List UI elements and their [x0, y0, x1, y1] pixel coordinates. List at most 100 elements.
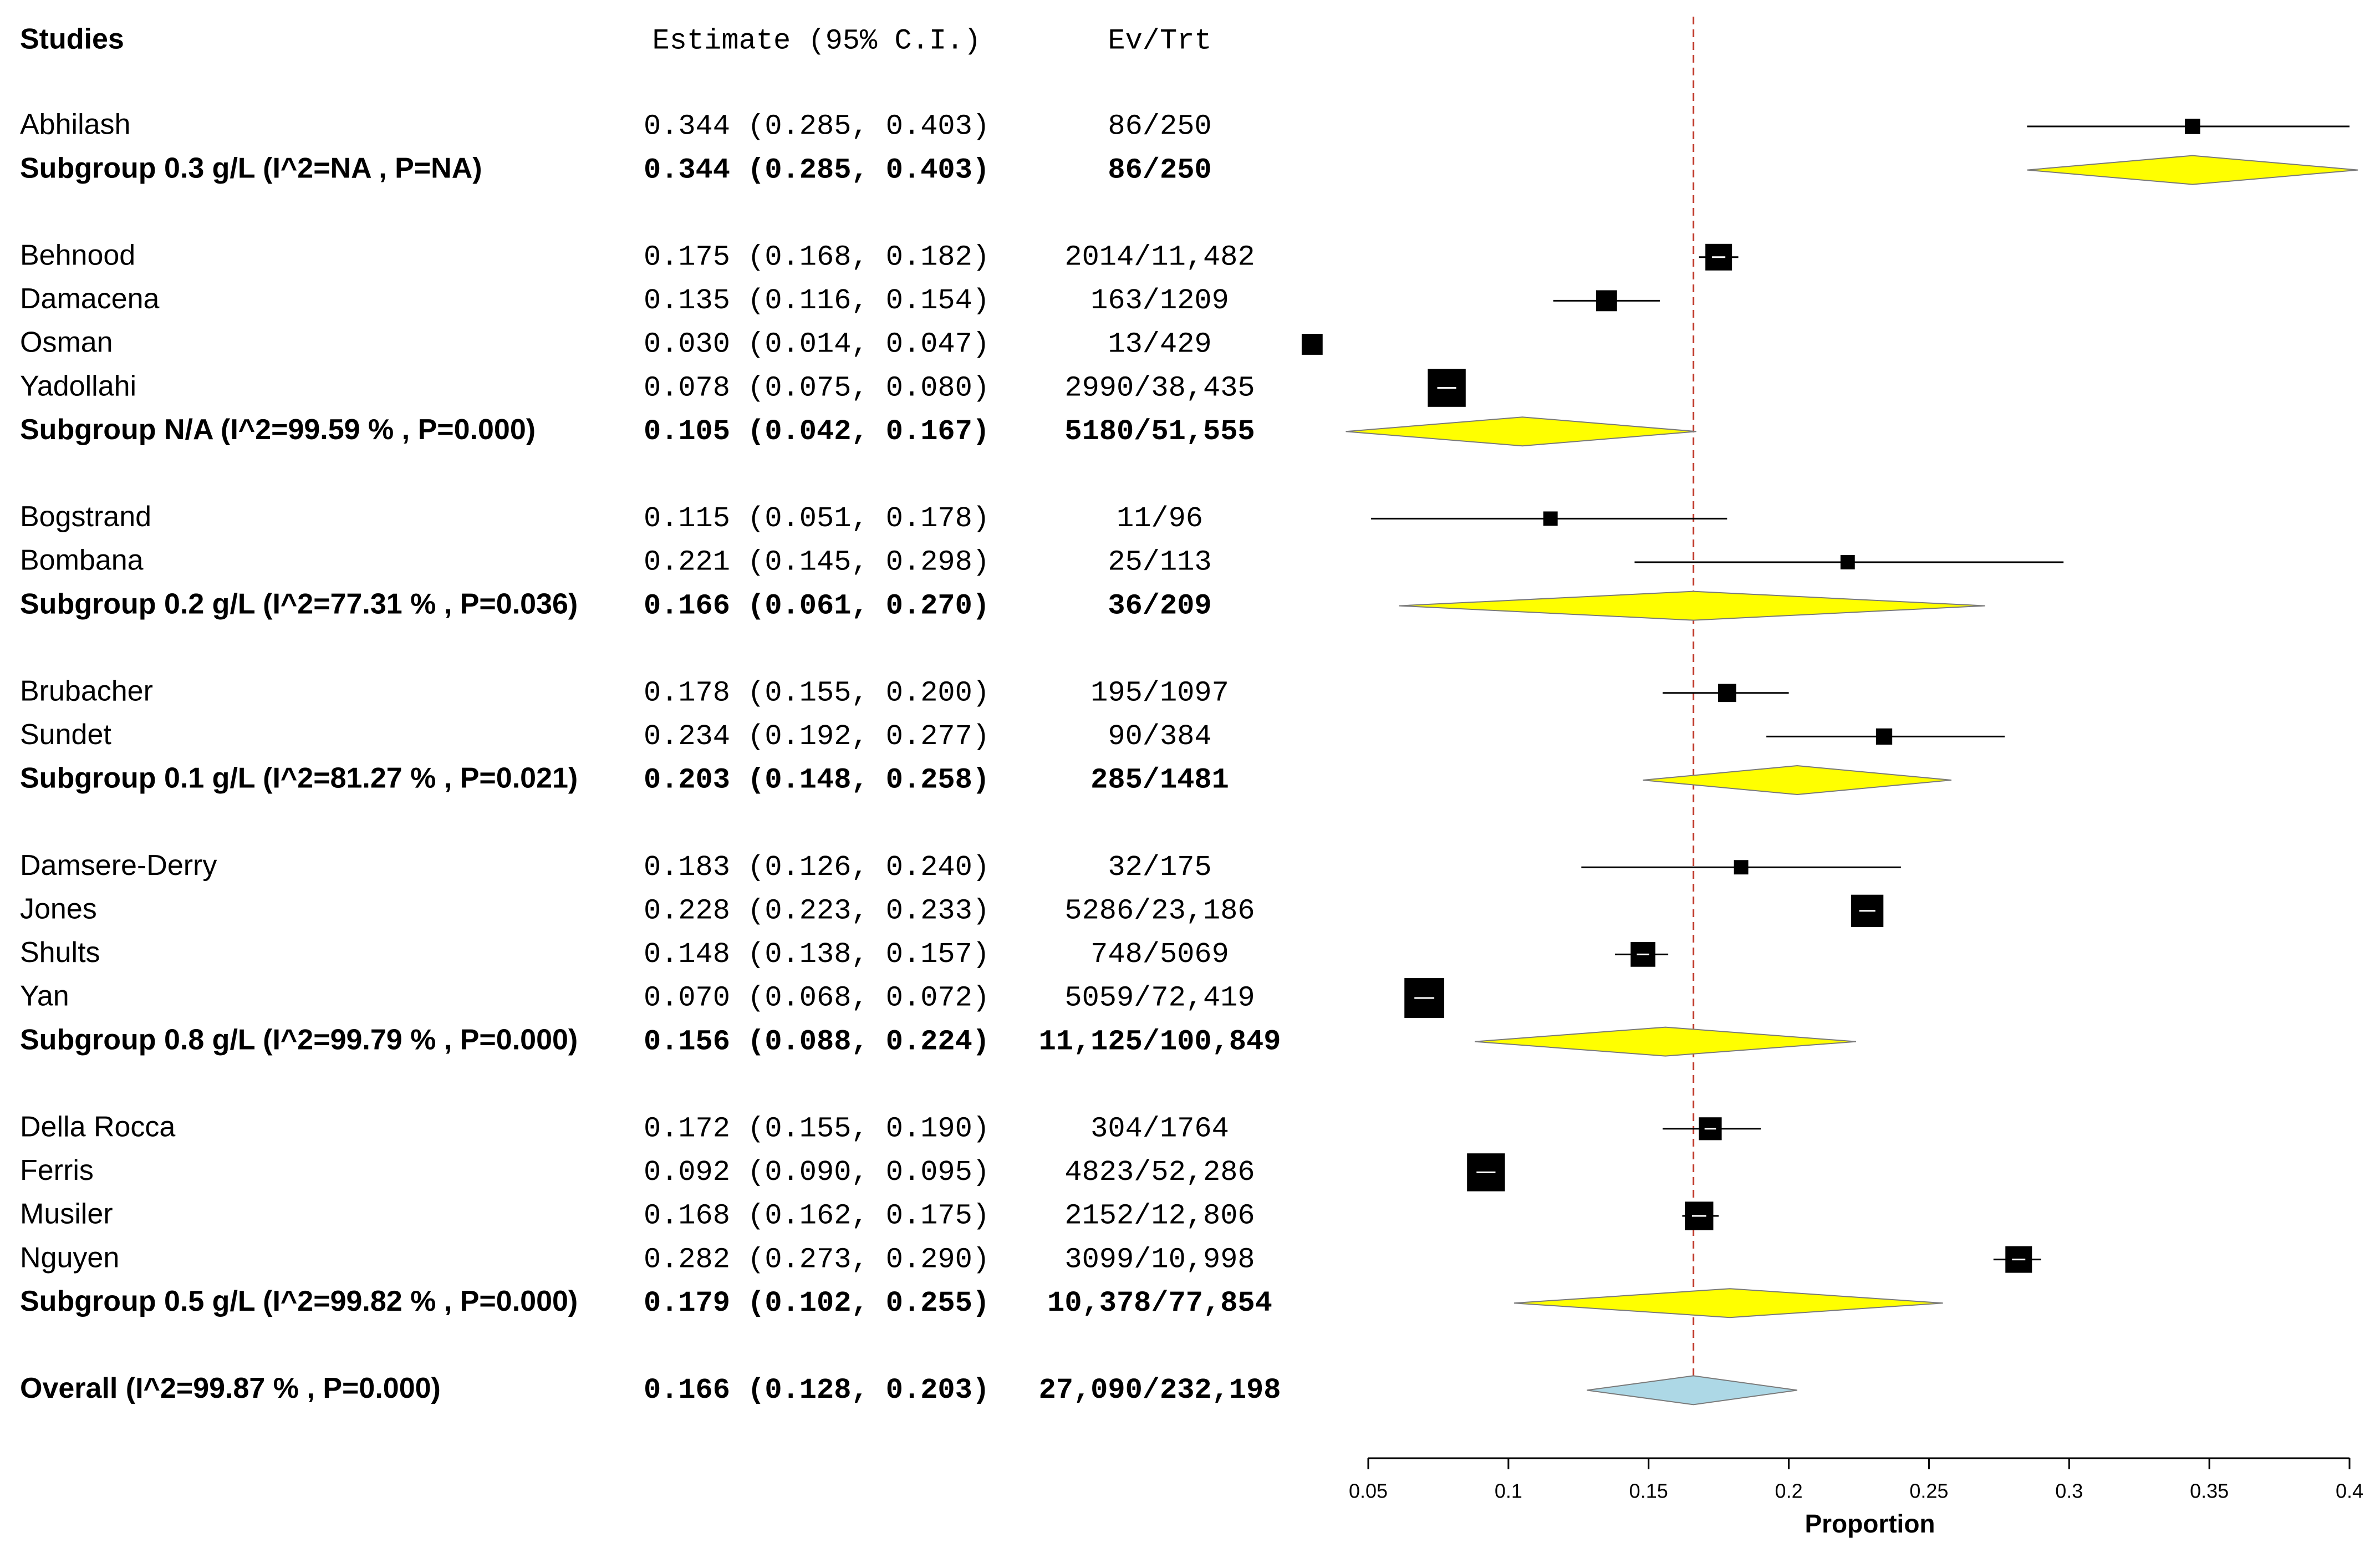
subgroup-diamond: [2027, 155, 2358, 185]
header-ev-trt: Ev/Trt: [1108, 25, 1211, 58]
subgroup-row-label: Subgroup 0.5 g/L (I^2=99.82 % , P=0.000): [20, 1285, 578, 1317]
study-row-label: Damacena: [20, 283, 160, 315]
study-row-estimate: 0.135 (0.116, 0.154): [644, 284, 990, 317]
x-tick-label: 0.3: [2055, 1480, 2083, 1503]
subgroup-row-estimate: 0.203 (0.148, 0.258): [644, 764, 990, 797]
subgroup-diamond: [1643, 765, 1951, 796]
study-row-label: Della Rocca: [20, 1111, 175, 1143]
study-row-estimate: 0.168 (0.162, 0.175): [644, 1200, 990, 1233]
study-row-estimate: 0.234 (0.192, 0.277): [644, 720, 990, 753]
study-row-label: Yan: [20, 980, 69, 1012]
study-row-ev-trt: 5286/23,186: [1064, 895, 1255, 928]
study-row-estimate: 0.172 (0.155, 0.190): [644, 1113, 990, 1145]
subgroup-row-label: Subgroup 0.8 g/L (I^2=99.79 % , P=0.000): [20, 1024, 578, 1056]
study-row-ev-trt: 11/96: [1117, 502, 1203, 535]
subgroup-row-ev-trt: 5180/51,555: [1064, 415, 1255, 448]
subgroup-row-ev-trt: 285/1481: [1090, 764, 1229, 797]
subgroup-row-ev-trt: 86/250: [1108, 154, 1211, 186]
study-row-ev-trt: 304/1764: [1090, 1113, 1229, 1145]
subgroup-row-estimate: 0.156 (0.088, 0.224): [644, 1025, 990, 1058]
study-marker: [1876, 728, 1893, 745]
subgroup-row-ev-trt: 36/209: [1108, 589, 1211, 622]
study-row-estimate: 0.175 (0.168, 0.182): [644, 241, 990, 274]
x-tick-label: 0.15: [1629, 1480, 1668, 1503]
x-tick-label: 0.4: [2336, 1480, 2363, 1503]
study-row-estimate: 0.092 (0.090, 0.095): [644, 1156, 990, 1189]
study-row-label: Sundet: [20, 719, 111, 751]
study-row-label: Bombana: [20, 544, 144, 577]
study-row-estimate: 0.183 (0.126, 0.240): [644, 851, 990, 884]
study-row-ev-trt: 2152/12,806: [1064, 1200, 1255, 1233]
study-row-label: Brubacher: [20, 675, 153, 707]
subgroup-row-ev-trt: 10,378/77,854: [1047, 1287, 1272, 1320]
study-row-estimate: 0.148 (0.138, 0.157): [644, 938, 990, 971]
study-row-label: Bogstrand: [20, 501, 151, 533]
overall-row-estimate: 0.166 (0.128, 0.203): [644, 1374, 990, 1407]
x-tick-label: 0.35: [2190, 1480, 2229, 1503]
study-row-label: Damsere-Derry: [20, 849, 217, 882]
study-row-label: Abhilash: [20, 109, 130, 141]
study-row-label: Nguyen: [20, 1241, 119, 1274]
subgroup-row-ev-trt: 11,125/100,849: [1039, 1025, 1281, 1058]
subgroup-diamond: [1513, 1288, 1943, 1318]
study-marker: [2185, 119, 2200, 134]
header-estimate: Estimate (95% C.I.): [653, 25, 981, 58]
study-row-estimate: 0.344 (0.285, 0.403): [644, 110, 990, 143]
x-axis-label: Proportion: [1805, 1509, 1935, 1538]
study-row-label: Shults: [20, 936, 100, 969]
study-row-ev-trt: 2990/38,435: [1064, 371, 1255, 404]
study-row-ev-trt: 195/1097: [1090, 677, 1229, 710]
study-row-estimate: 0.030 (0.014, 0.047): [644, 328, 990, 361]
x-tick-label: 0.2: [1775, 1480, 1803, 1503]
study-row-estimate: 0.228 (0.223, 0.233): [644, 895, 990, 928]
subgroup-row-label: Subgroup 0.3 g/L (I^2=NA , P=NA): [20, 152, 482, 184]
overall-row-label: Overall (I^2=99.87 % , P=0.000): [20, 1372, 441, 1404]
study-marker: [1734, 860, 1749, 875]
study-row-ev-trt: 3099/10,998: [1064, 1243, 1255, 1276]
study-row-ev-trt: 13/429: [1108, 328, 1211, 361]
study-row-label: Musiler: [20, 1198, 113, 1230]
subgroup-row-label: Subgroup N/A (I^2=99.59 % , P=0.000): [20, 414, 536, 446]
study-row-label: Behnood: [20, 240, 135, 272]
study-row-estimate: 0.070 (0.068, 0.072): [644, 982, 990, 1015]
x-tick-label: 0.1: [1495, 1480, 1522, 1503]
subgroup-row-estimate: 0.166 (0.061, 0.270): [644, 589, 990, 622]
study-row-label: Ferris: [20, 1154, 94, 1187]
study-row-label: Osman: [20, 327, 113, 359]
subgroup-row-label: Subgroup 0.2 g/L (I^2=77.31 % , P=0.036): [20, 588, 578, 620]
study-row-ev-trt: 748/5069: [1090, 938, 1229, 971]
study-row-ev-trt: 90/384: [1108, 720, 1211, 753]
study-row-estimate: 0.178 (0.155, 0.200): [644, 677, 990, 710]
study-row-ev-trt: 163/1209: [1090, 284, 1229, 317]
study-row-estimate: 0.221 (0.145, 0.298): [644, 546, 990, 579]
subgroup-diamond: [1475, 1026, 1857, 1057]
study-row-estimate: 0.282 (0.273, 0.290): [644, 1243, 990, 1276]
study-marker: [1301, 334, 1323, 355]
header-studies: Studies: [20, 23, 124, 55]
study-row-label: Jones: [20, 893, 97, 925]
x-tick-label: 0.25: [1909, 1480, 1948, 1503]
study-marker: [1840, 555, 1855, 569]
study-marker: [1596, 290, 1617, 312]
subgroup-row-estimate: 0.344 (0.285, 0.403): [644, 154, 990, 186]
study-row-ev-trt: 32/175: [1108, 851, 1211, 884]
x-tick-label: 0.05: [1349, 1480, 1388, 1503]
subgroup-diamond: [1399, 590, 1985, 621]
study-row-ev-trt: 5059/72,419: [1064, 982, 1255, 1015]
study-row-ev-trt: 86/250: [1108, 110, 1211, 143]
study-marker: [1718, 684, 1736, 702]
study-row-ev-trt: 25/113: [1108, 546, 1211, 579]
study-row-ev-trt: 2014/11,482: [1064, 241, 1255, 274]
subgroup-diamond: [1346, 416, 1696, 447]
subgroup-row-estimate: 0.179 (0.102, 0.255): [644, 1287, 990, 1320]
overall-row-ev-trt: 27,090/232,198: [1039, 1374, 1281, 1407]
study-row-estimate: 0.115 (0.051, 0.178): [644, 502, 990, 535]
overall-diamond: [1587, 1375, 1797, 1406]
study-row-ev-trt: 4823/52,286: [1064, 1156, 1255, 1189]
subgroup-row-estimate: 0.105 (0.042, 0.167): [644, 415, 990, 448]
subgroup-row-label: Subgroup 0.1 g/L (I^2=81.27 % , P=0.021): [20, 762, 578, 795]
study-marker: [1543, 511, 1558, 526]
study-row-estimate: 0.078 (0.075, 0.080): [644, 371, 990, 404]
